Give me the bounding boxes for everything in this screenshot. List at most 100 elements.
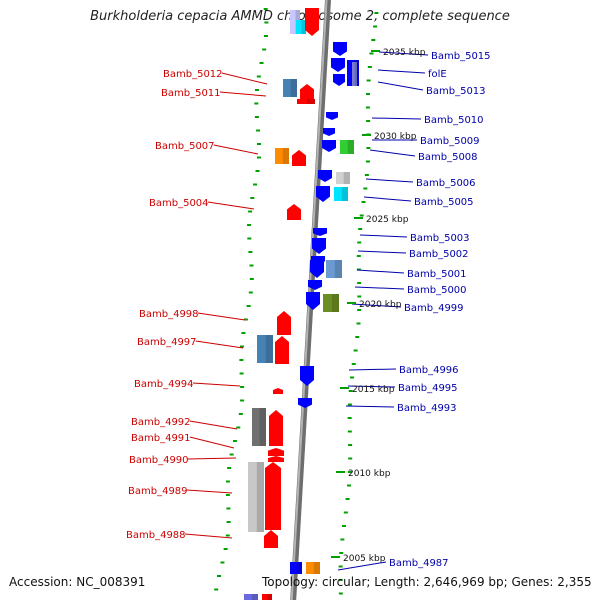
reverse-gene: [333, 74, 345, 86]
gene-block: [336, 172, 350, 184]
gc-dash: [369, 52, 374, 55]
gene-block: [323, 294, 339, 312]
gc-dash: [249, 278, 254, 280]
gene-block: [296, 20, 306, 34]
right-gene-label[interactable]: Bamb_5010: [424, 115, 484, 126]
gc-dash: [347, 403, 352, 406]
gc-dash: [374, 12, 379, 14]
right-gene-label[interactable]: Bamb_4993: [397, 403, 457, 414]
gc-dash: [343, 511, 348, 514]
right-gene-label[interactable]: Bamb_5008: [418, 152, 478, 163]
right-gene-label[interactable]: Bamb_4996: [399, 365, 459, 376]
right-gene-labels[interactable]: Bamb_5015 folE Bamb_5013 Bamb_5010 Bamb_5009…: [389, 51, 491, 569]
right-gene-label[interactable]: Bamb_4999: [404, 303, 464, 314]
right-gene-label[interactable]: Bamb_5001: [407, 269, 467, 280]
gc-dash: [259, 62, 264, 64]
gc-dash: [359, 214, 364, 217]
reverse-gene: [333, 42, 347, 56]
gc-dash: [366, 79, 371, 82]
leader-line: [356, 269, 405, 274]
right-gene-label[interactable]: Bamb_4987: [389, 558, 449, 569]
gc-dash: [239, 359, 244, 361]
leader-line: [369, 149, 416, 157]
reverse-gene: [326, 112, 338, 120]
leader-line: [197, 312, 246, 321]
reverse-gene: [305, 8, 319, 36]
gene-block: [257, 335, 273, 363]
leader-line: [363, 196, 412, 202]
right-gene-label[interactable]: Bamb_5002: [409, 249, 469, 260]
right-gene-label[interactable]: Bamb_5005: [414, 197, 474, 208]
left-gene-label[interactable]: Bamb_4989: [128, 486, 188, 497]
gc-dash: [246, 305, 251, 307]
left-gene-label[interactable]: Bamb_4997: [137, 337, 197, 348]
reverse-gene: [318, 170, 332, 182]
leader-line: [189, 436, 235, 449]
left-gene-label[interactable]: Bamb_4991: [131, 433, 191, 444]
right-gene-label[interactable]: Bamb_5006: [416, 178, 476, 189]
gc-dash: [340, 538, 345, 541]
gc-dash: [341, 525, 346, 527]
gc-dash: [214, 588, 219, 591]
gc-dash: [366, 93, 371, 95]
leader-line: [377, 81, 424, 91]
left-gene-label[interactable]: Bamb_5004: [149, 198, 209, 209]
right-gene-label[interactable]: Bamb_5009: [420, 136, 480, 147]
gene-shade: [282, 148, 289, 164]
gc-dash: [363, 187, 368, 190]
gene-shade: [267, 594, 272, 600]
right-gene-label[interactable]: folE: [428, 69, 447, 80]
right-gene-label[interactable]: Bamb_5013: [426, 86, 486, 97]
forward-gene: [287, 204, 301, 220]
right-gene-label[interactable]: Bamb_5015: [431, 51, 491, 62]
gc-dash: [250, 197, 255, 199]
left-gene-label[interactable]: Bamb_5011: [161, 88, 221, 99]
gc-dash: [255, 170, 260, 172]
left-gene-label[interactable]: Bamb_4990: [129, 455, 189, 466]
reverse-gene: [331, 58, 345, 72]
left-gene-label[interactable]: Bamb_4998: [139, 309, 199, 320]
gc-dash: [338, 565, 343, 568]
gene-shade: [343, 172, 350, 184]
gc-dash: [225, 480, 230, 483]
gc-dash: [263, 35, 268, 37]
left-gene-labels[interactable]: Bamb_5012 Bamb_5011 Bamb_5007 Bamb_5004 Bamb…: [126, 69, 223, 541]
gc-dash: [256, 143, 261, 145]
gc-dash: [339, 552, 344, 554]
gc-dash: [238, 413, 243, 415]
leader-line: [195, 340, 244, 349]
gene-shade: [306, 99, 315, 104]
forward-gene: [300, 84, 314, 100]
gene-block: [297, 99, 315, 104]
gc-dash: [248, 251, 253, 253]
leader-line: [184, 533, 233, 539]
right-gene-label[interactable]: Bamb_5000: [407, 285, 467, 296]
left-gene-label[interactable]: Bamb_4988: [126, 530, 186, 541]
gc-dash: [350, 376, 355, 379]
reverse-gene: [310, 260, 324, 278]
left-gene-label[interactable]: Bamb_4994: [134, 379, 194, 390]
gene-block: [326, 260, 342, 278]
right-gene-label[interactable]: Bamb_5003: [410, 233, 470, 244]
gene-block: [290, 10, 300, 34]
forward-gene: [264, 530, 278, 548]
gene-shade: [354, 62, 357, 86]
kbp-label: 2020 kbp: [359, 300, 402, 310]
gene-shade: [259, 408, 266, 446]
gc-dash: [239, 372, 244, 375]
right-gene-label[interactable]: Bamb_4995: [398, 383, 458, 394]
left-gene-label[interactable]: Bamb_5012: [163, 69, 223, 80]
gc-dash: [232, 440, 237, 442]
leader-line: [377, 69, 426, 74]
left-gene-label[interactable]: Bamb_5007: [155, 141, 215, 152]
reverse-gene: [316, 186, 330, 202]
gene-shade: [296, 562, 302, 574]
gc-dash: [254, 89, 259, 91]
left-gene-label[interactable]: Bamb_4992: [131, 417, 191, 428]
accession-text: Accession: NC_008391: [9, 575, 146, 589]
kbp-label: 2035 kbp: [383, 48, 426, 58]
gc-dash: [346, 484, 351, 487]
gc-dash: [227, 467, 232, 469]
gc-dash: [357, 282, 362, 284]
gc-dash: [366, 120, 371, 122]
